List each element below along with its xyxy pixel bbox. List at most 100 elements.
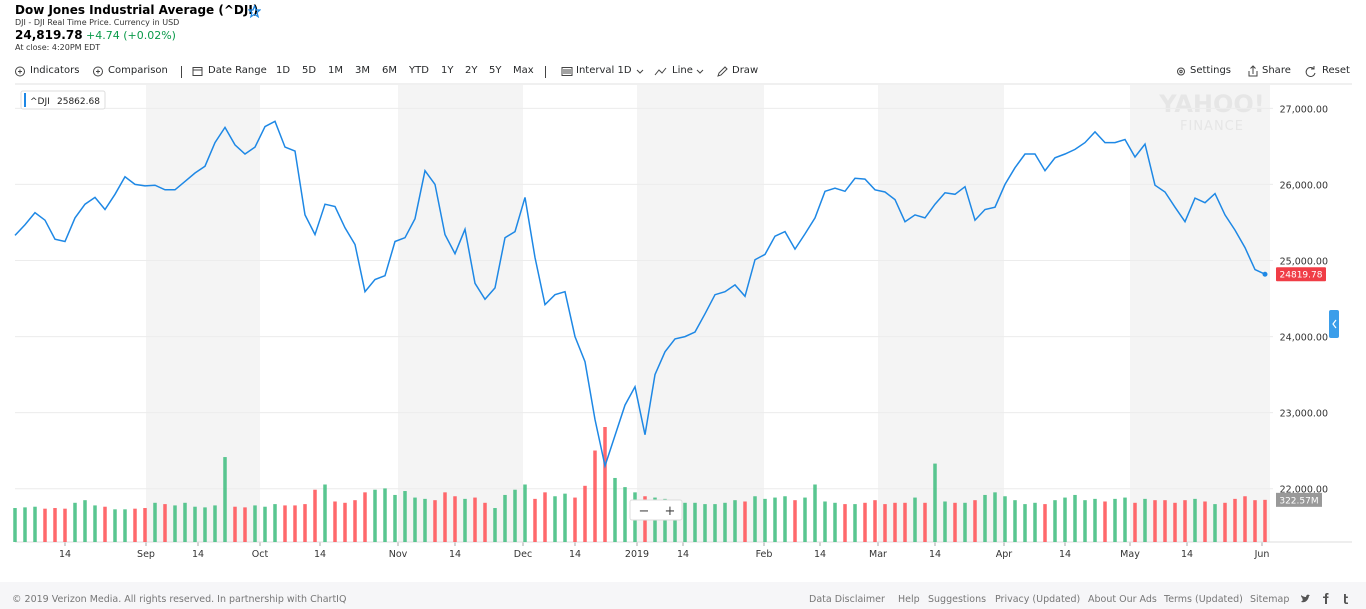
volume-bar	[963, 502, 967, 542]
volume-bar	[1253, 500, 1257, 542]
volume-bar	[273, 504, 277, 542]
volume-bar	[763, 498, 767, 542]
x-tick-label: Oct	[252, 549, 269, 560]
volume-bar	[503, 494, 507, 542]
volume-bar	[1013, 500, 1017, 542]
toolbar-button[interactable]: Reset	[1322, 65, 1350, 76]
footer-link[interactable]: Terms (Updated)	[1164, 594, 1243, 605]
volume-bar	[463, 498, 467, 542]
title: Dow Jones Industrial Average (^DJI)	[15, 3, 259, 17]
volume-bar	[553, 496, 557, 542]
toolbar-button[interactable]: Settings	[1190, 65, 1232, 76]
volume-bar	[943, 501, 947, 542]
volume-bar	[353, 500, 357, 542]
volume-bar	[1083, 500, 1087, 542]
volume-bar	[143, 508, 147, 542]
footer-link[interactable]: Data Disclaimer	[809, 594, 885, 605]
last-point	[1262, 271, 1268, 277]
volume-bar	[53, 508, 57, 542]
range-button[interactable]: YTD	[409, 65, 429, 76]
volume-bar	[813, 484, 817, 542]
volume-bar	[1003, 496, 1007, 542]
x-tick-label: May	[1120, 549, 1140, 560]
toolbar-icons	[15, 65, 1316, 78]
volume-bar	[563, 493, 567, 542]
volume-bar	[603, 427, 607, 542]
volume-bar	[163, 504, 167, 542]
volume-bar	[383, 488, 387, 542]
facebook-icon[interactable]	[1323, 593, 1329, 604]
range-button[interactable]: 1Y	[441, 65, 454, 76]
toolbar-button[interactable]: Draw	[732, 65, 759, 76]
volume-bar	[253, 505, 257, 542]
twitter-icon[interactable]	[1301, 594, 1310, 603]
volume-bar	[363, 492, 367, 542]
volume-bar	[323, 484, 327, 542]
toolbar-button[interactable]: Indicators	[30, 65, 80, 76]
panel-toggle[interactable]	[1329, 310, 1339, 338]
footer-link[interactable]: Help	[898, 594, 920, 605]
month-band	[1130, 85, 1262, 542]
toolbar-button[interactable]: Interval 1D	[576, 65, 632, 76]
volume-bar	[243, 507, 247, 542]
volume-bar	[623, 487, 627, 542]
volume-bar	[193, 506, 197, 542]
volume-bar	[1043, 504, 1047, 542]
tumblr-icon[interactable]	[1344, 594, 1348, 604]
x-tick-label: Mar	[869, 549, 887, 560]
volume-bar	[393, 494, 397, 542]
volume-bar	[1213, 504, 1217, 542]
x-tick-label: 2019	[625, 549, 649, 560]
close-note: At close: 4:20PM EDT	[15, 43, 101, 52]
x-tick-label: 14	[929, 549, 941, 560]
y-tick-label: 25,000.00	[1280, 257, 1328, 268]
range-button[interactable]: 5Y	[489, 65, 502, 76]
volume-bar	[683, 502, 687, 542]
volume-bar	[303, 504, 307, 542]
toolbar-button[interactable]: Date Range	[208, 65, 267, 76]
zoom-out[interactable]: −	[639, 504, 650, 519]
footer-link[interactable]: Sitemap	[1250, 594, 1290, 605]
footer-link[interactable]: Privacy (Updated)	[995, 594, 1081, 605]
volume-bar	[913, 497, 917, 542]
volume-bar	[1063, 497, 1067, 542]
legend-box	[20, 90, 106, 110]
x-tick-label: Nov	[389, 549, 408, 560]
month-band	[146, 85, 260, 542]
x-tick-label: 14	[192, 549, 204, 560]
range-button[interactable]: 1D	[276, 65, 291, 76]
range-button[interactable]: 1M	[328, 65, 343, 76]
toolbar-button[interactable]: Share	[1262, 65, 1291, 76]
social-icons[interactable]	[1298, 592, 1358, 606]
volume-bar	[83, 500, 87, 542]
volume-bar	[753, 496, 757, 542]
volume-bar	[1133, 502, 1137, 542]
toolbar-button[interactable]: Comparison	[108, 65, 168, 76]
zoom-in[interactable]: +	[665, 504, 676, 519]
range-button[interactable]: 3M	[355, 65, 370, 76]
volume-bar	[23, 507, 27, 542]
footer-link[interactable]: About Our Ads	[1088, 594, 1157, 605]
footer-link[interactable]: Suggestions	[928, 594, 987, 605]
toolbar-button[interactable]: Line	[672, 65, 693, 76]
volume-bar	[1023, 504, 1027, 542]
range-button[interactable]: Max	[513, 65, 534, 76]
range-button[interactable]: 2Y	[465, 65, 478, 76]
x-tick-label: Feb	[756, 549, 773, 560]
volume-bar	[1233, 498, 1237, 542]
volume-bar	[103, 506, 107, 542]
volume-bar	[63, 508, 67, 542]
range-button[interactable]: 6M	[382, 65, 397, 76]
volume-bar	[1073, 494, 1077, 542]
volume-bar	[853, 504, 857, 542]
volume-bar	[1203, 501, 1207, 542]
volume-bar	[293, 505, 297, 542]
month-band	[637, 85, 764, 542]
volume-bar	[233, 506, 237, 542]
range-button[interactable]: 5D	[302, 65, 317, 76]
watchlist-star[interactable]	[248, 5, 261, 18]
volume-bar	[133, 508, 137, 542]
volume-bar	[903, 502, 907, 542]
volume-bar	[823, 501, 827, 542]
